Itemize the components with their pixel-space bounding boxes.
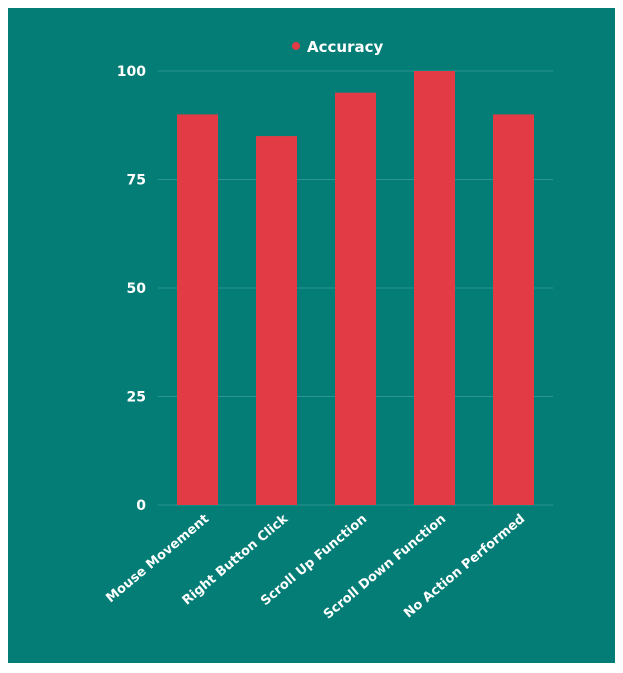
y-tick-label: 25 bbox=[127, 390, 146, 406]
y-tick-label: 100 bbox=[117, 64, 146, 80]
legend-label-accuracy: Accuracy bbox=[307, 38, 383, 56]
y-tick-label: 75 bbox=[127, 173, 146, 189]
y-axis-ticks: 0 25 50 75 100 bbox=[117, 64, 146, 514]
bar-scroll-up-function bbox=[335, 92, 376, 505]
bars bbox=[177, 71, 534, 506]
chart-container: 0 25 50 75 100 Mouse Movement Right Button Cl… bbox=[8, 8, 615, 663]
bar-right-button-click bbox=[256, 136, 297, 505]
legend-swatch-accuracy bbox=[292, 42, 300, 50]
bar-scroll-down-function bbox=[414, 71, 455, 505]
y-tick-label: 50 bbox=[127, 281, 147, 297]
y-tick-label: 0 bbox=[136, 498, 146, 514]
bar-no-action-performed bbox=[493, 114, 534, 506]
legend: Accuracy bbox=[292, 38, 383, 56]
bar-mouse-movement bbox=[177, 114, 218, 506]
